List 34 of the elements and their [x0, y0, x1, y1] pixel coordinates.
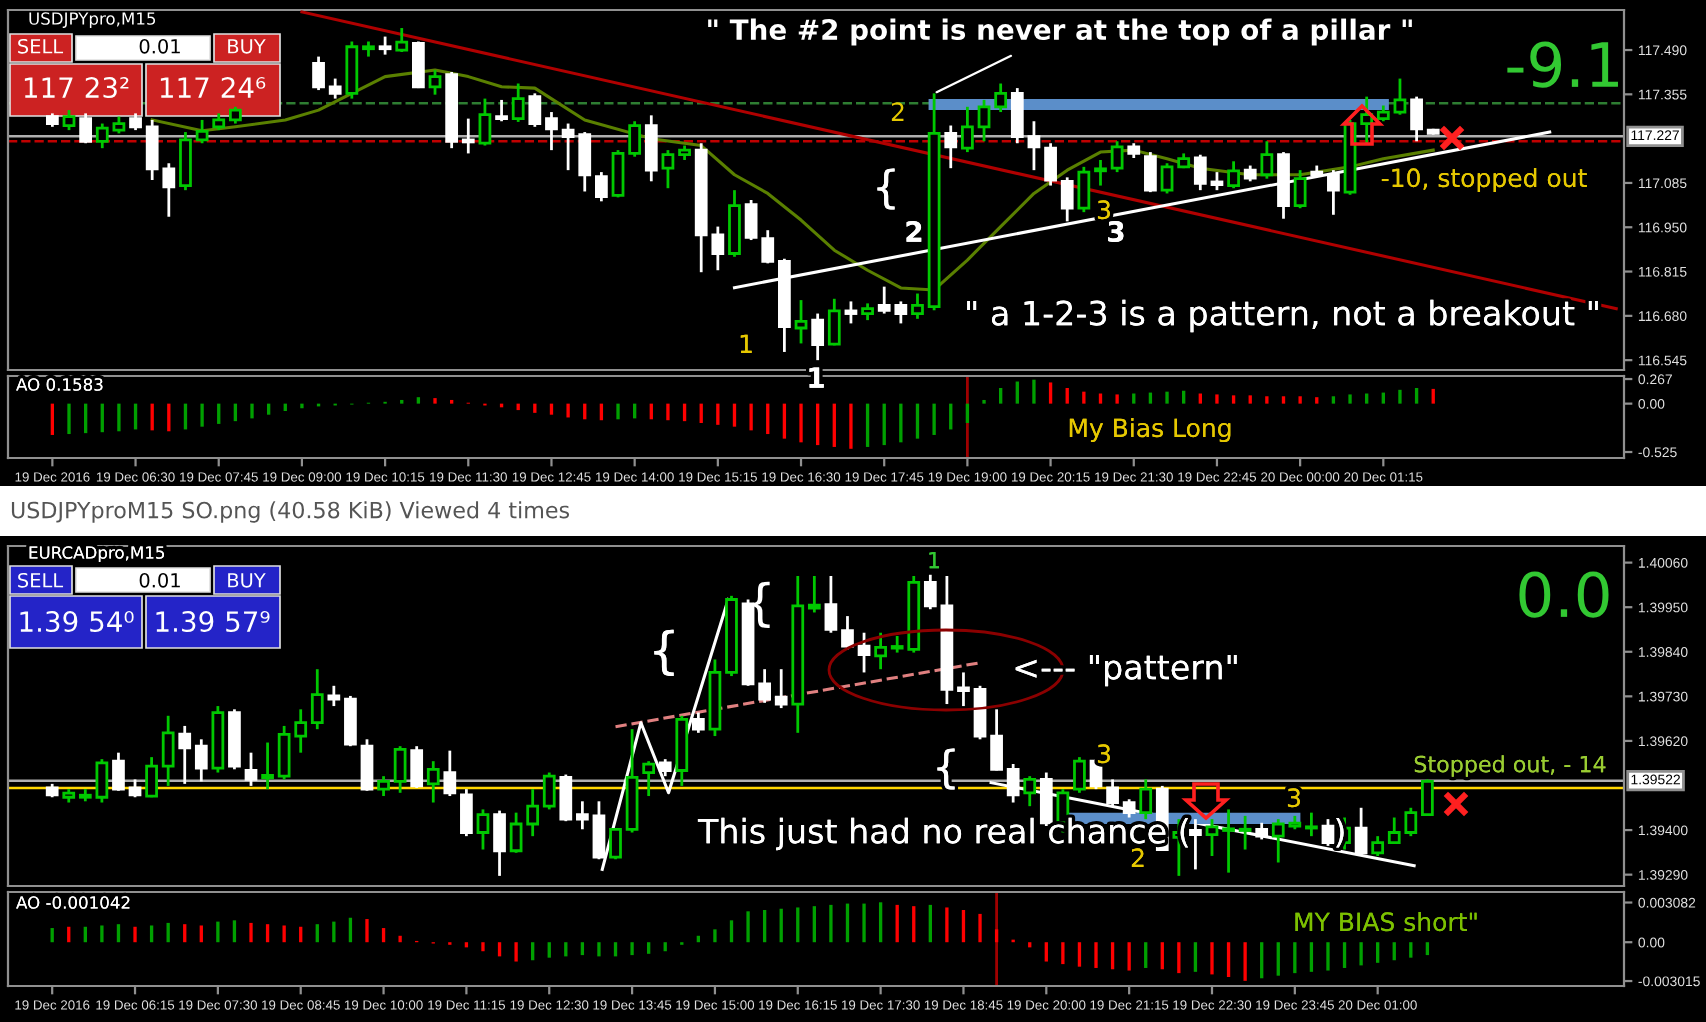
- annotation: AO 0.1583: [16, 378, 103, 391]
- annotation: BUY: [228, 573, 266, 588]
- text: USDJPYproM15 SO.png (40.58 KiB) Viewed 4 times: [11, 501, 570, 523]
- annotation: -9.1: [1507, 41, 1618, 88]
- annotation: My Bias Long: [1069, 417, 1231, 443]
- annotation: 3: [1108, 221, 1124, 243]
- annotation: EURCADpro,M15: [29, 546, 165, 563]
- annotation: 117 24⁶: [160, 77, 266, 98]
- annotation: {: [654, 629, 674, 676]
- annotation: <--- "pattern": [1015, 654, 1237, 687]
- annotation: 3: [1287, 788, 1300, 808]
- annotation: AO -0.001042: [16, 896, 130, 909]
- annotation: SELL: [18, 38, 64, 54]
- annotation: 0.0: [1519, 571, 1609, 618]
- annotation: 1: [929, 551, 940, 569]
- annotation: 3: [1097, 744, 1110, 764]
- annotation: USDJPYpro,M15: [29, 12, 156, 29]
- annotation: BUY: [228, 39, 266, 54]
- annotation: -10, stopped out: [1381, 167, 1587, 193]
- annotation: 117 23²: [24, 77, 129, 99]
- annotation: 0.01: [139, 38, 180, 54]
- annotation: SELL: [18, 572, 64, 588]
- annotation: 3: [1097, 200, 1110, 220]
- annotation: Stopped out, - 14: [1414, 755, 1606, 777]
- annotation: 2: [891, 102, 904, 121]
- annotation: MY BIAS short": [1295, 911, 1477, 932]
- annotation: {: [877, 168, 895, 210]
- annotation: 2: [906, 221, 922, 242]
- annotation: " The #2 point is never at the top of a pillar ": [708, 18, 1412, 46]
- annotation: 0.01: [139, 572, 180, 588]
- annotation: 1: [740, 334, 752, 353]
- annotation: 2: [1131, 848, 1144, 867]
- annotation: 1.39 54⁰: [20, 611, 134, 633]
- annotation: 1.39 57⁹: [156, 611, 270, 633]
